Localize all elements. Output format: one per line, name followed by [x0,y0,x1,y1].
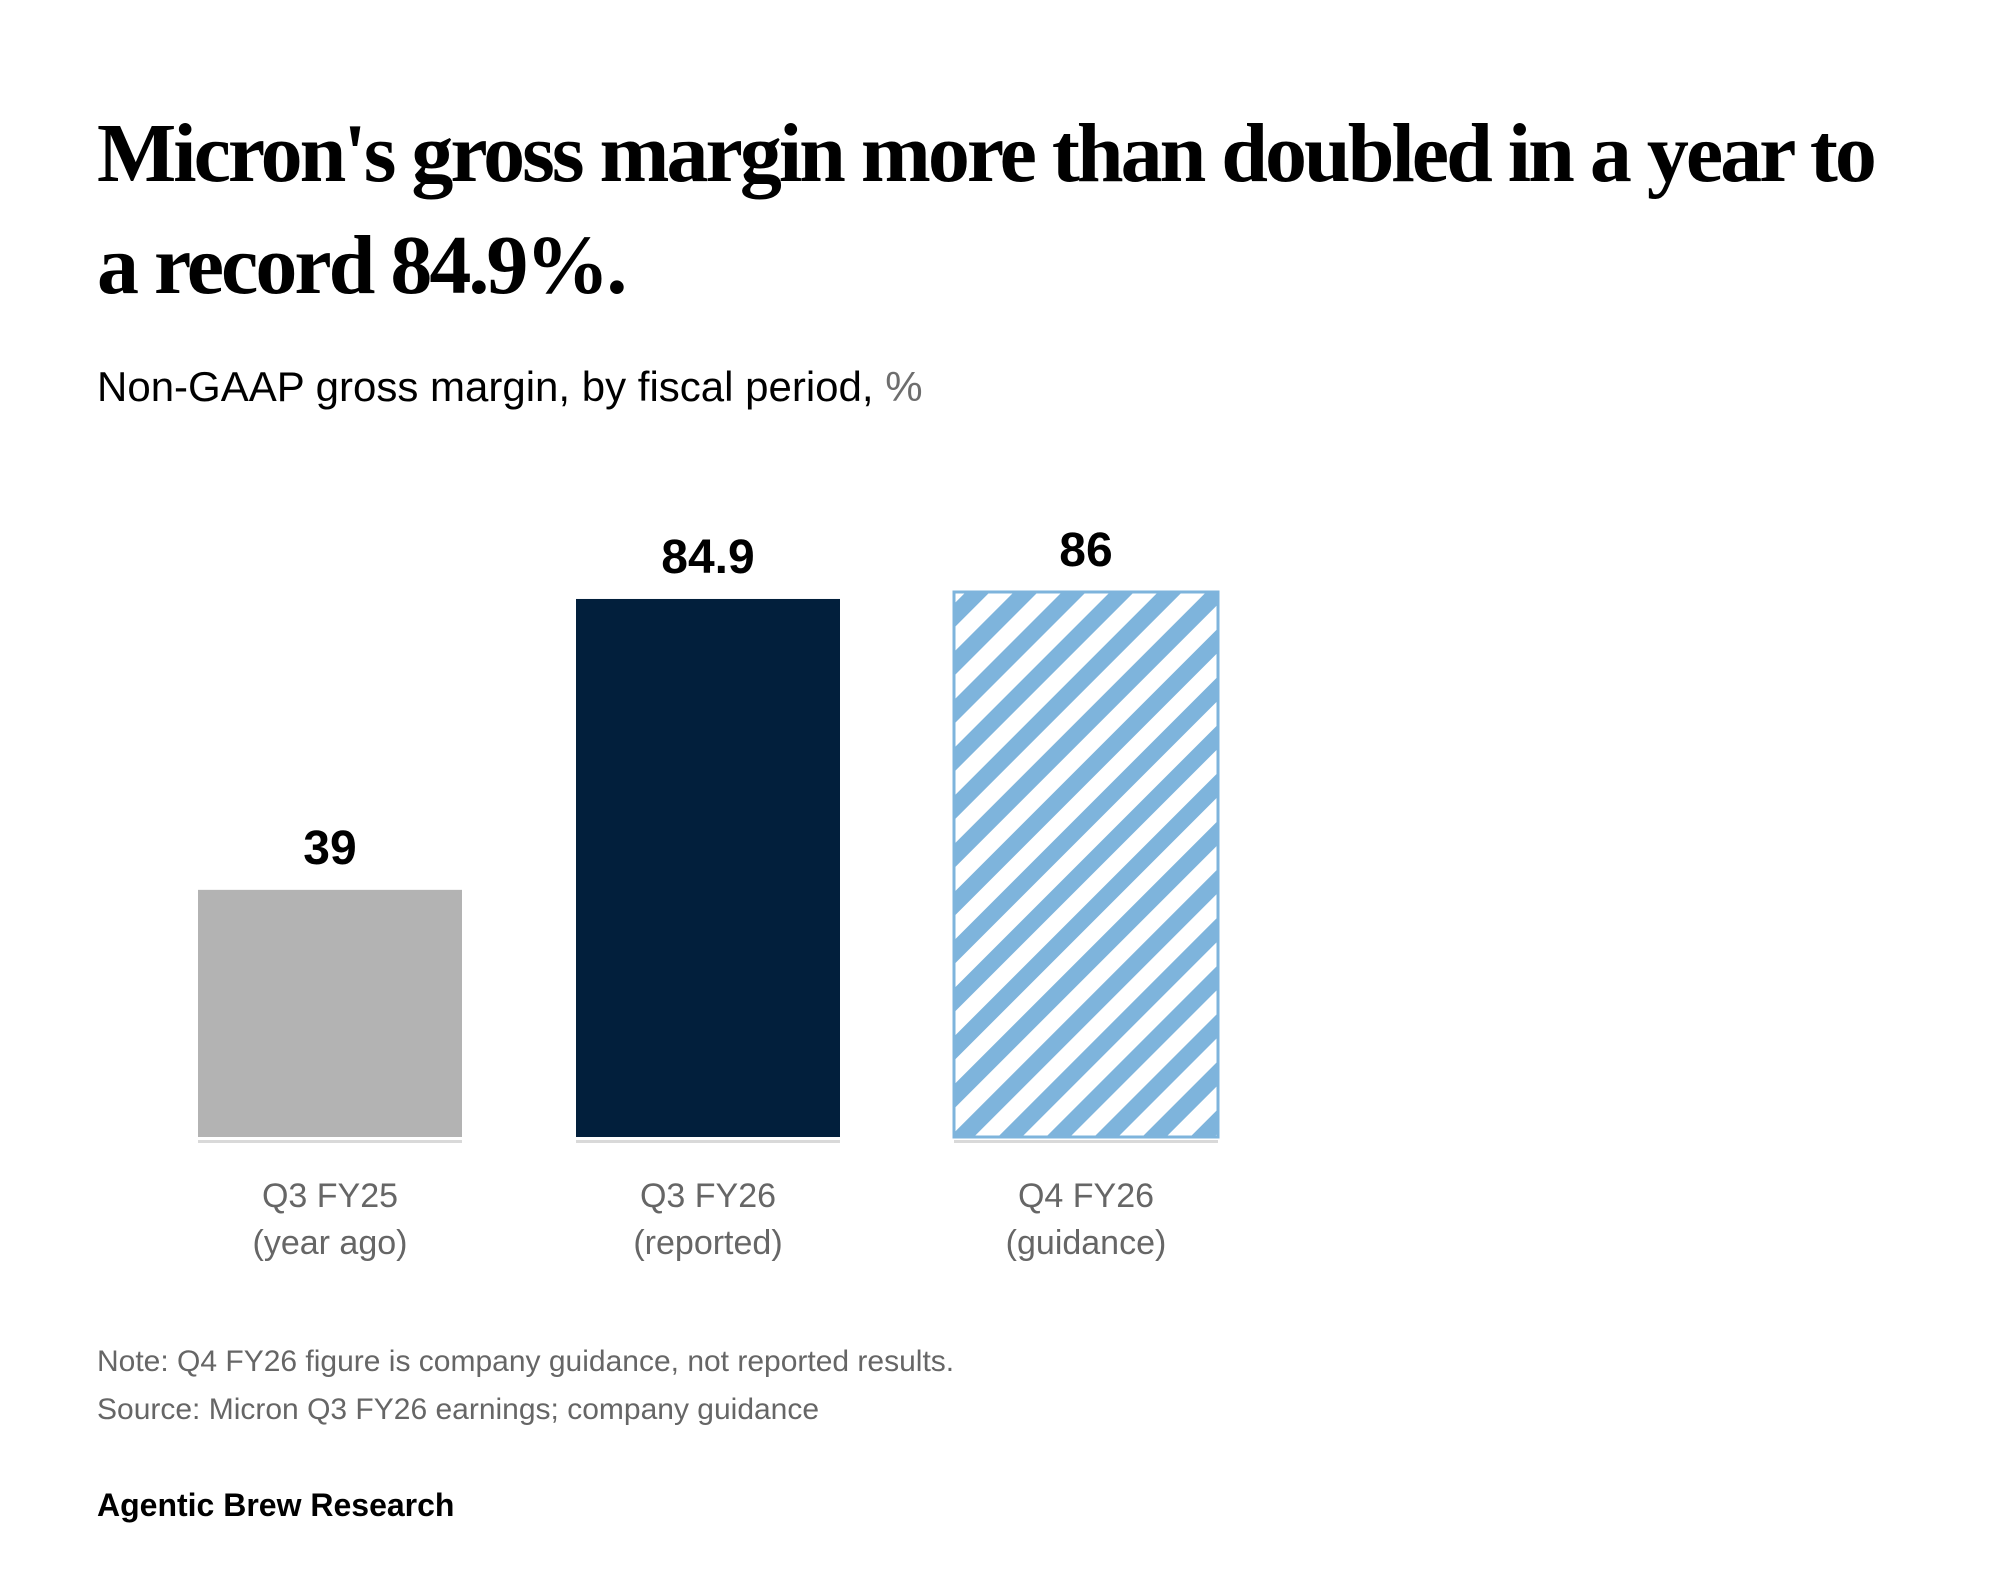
bar-value-label-2: 84.9 [661,531,754,584]
bar-value-label-1: 39 [303,822,356,875]
bar-chart: 39 84.9 86 Q3 FY25 (year ago) Q3 FY26 (report… [198,524,1220,1262]
subtitle-unit: % [885,363,923,410]
baseline-layer [198,1140,1218,1143]
subtitle-text: Non-GAAP gross margin, by fiscal period, [97,363,874,410]
bar-1 [198,889,462,1137]
baseline-segment-2 [576,1140,840,1143]
category-labels: Q3 FY25 (year ago) Q3 FY26 (reported) Q4 FY2… [253,1177,1167,1262]
note-text: Note: Q4 FY26 figure is company guidance… [97,1345,955,1378]
category-label-2-line-2: (reported) [633,1224,782,1262]
category-label-1-line-1: Q3 FY25 [262,1177,398,1215]
baseline-segment-3 [954,1140,1218,1143]
bars-layer [198,590,1220,1139]
chart-footnote: Note: Q4 FY26 figure is company guidance… [97,1338,954,1434]
category-label-3-line-2: (guidance) [1006,1224,1167,1262]
bar-2 [576,598,840,1137]
baseline-segment-1 [198,1140,462,1143]
source-text: Source: Micron Q3 FY26 earnings; company… [97,1393,820,1426]
value-labels: 39 84.9 86 [303,524,1112,875]
category-label-2-line-1: Q3 FY26 [640,1177,776,1215]
bar-value-label-3: 86 [1059,524,1112,577]
chart-title: Micron's gross margin more than doubled … [97,107,1877,312]
bar-3 [952,590,1220,1139]
category-label-1-line-2: (year ago) [253,1224,408,1262]
brand-credit: Agentic Brew Research [97,1487,455,1523]
category-label-3-line-1: Q4 FY26 [1018,1177,1154,1215]
chart-subtitle: Non-GAAP gross margin, by fiscal period,… [97,360,923,414]
